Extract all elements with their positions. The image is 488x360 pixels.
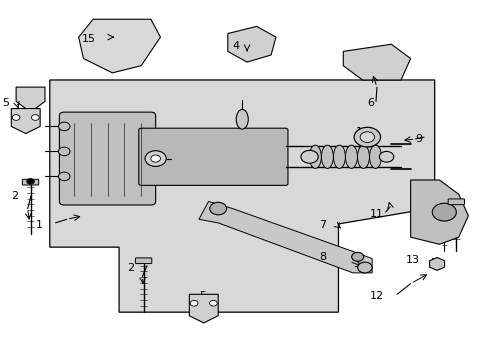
- Polygon shape: [189, 294, 218, 323]
- Text: 8: 8: [319, 252, 326, 262]
- Circle shape: [12, 114, 20, 120]
- Ellipse shape: [357, 145, 369, 168]
- Circle shape: [59, 172, 70, 181]
- Circle shape: [209, 300, 217, 306]
- Text: 11: 11: [369, 209, 384, 219]
- Ellipse shape: [353, 127, 380, 147]
- Circle shape: [300, 150, 318, 163]
- Ellipse shape: [333, 145, 345, 168]
- Text: 15: 15: [81, 34, 95, 44]
- Circle shape: [431, 203, 455, 221]
- Text: 9: 9: [415, 134, 422, 144]
- Circle shape: [59, 122, 70, 131]
- Circle shape: [59, 147, 70, 156]
- Text: 2: 2: [126, 262, 134, 273]
- Polygon shape: [227, 26, 275, 62]
- Polygon shape: [50, 80, 434, 312]
- Circle shape: [31, 114, 39, 120]
- Ellipse shape: [345, 145, 357, 168]
- Text: 5: 5: [2, 98, 9, 108]
- Circle shape: [379, 152, 393, 162]
- Ellipse shape: [236, 109, 248, 129]
- Text: 2: 2: [11, 191, 19, 201]
- FancyBboxPatch shape: [447, 199, 464, 204]
- FancyBboxPatch shape: [139, 128, 287, 185]
- Polygon shape: [16, 87, 45, 109]
- Circle shape: [27, 179, 34, 184]
- Ellipse shape: [359, 132, 374, 143]
- Polygon shape: [199, 202, 371, 273]
- Text: 10: 10: [355, 127, 369, 137]
- Text: 6: 6: [367, 98, 374, 108]
- Polygon shape: [79, 19, 160, 73]
- Polygon shape: [343, 44, 410, 80]
- FancyBboxPatch shape: [22, 179, 39, 185]
- Ellipse shape: [321, 145, 333, 168]
- Text: 1: 1: [36, 220, 42, 230]
- Text: 5: 5: [199, 291, 206, 301]
- Polygon shape: [410, 180, 468, 244]
- FancyBboxPatch shape: [135, 258, 151, 264]
- Circle shape: [357, 262, 371, 273]
- Circle shape: [190, 300, 198, 306]
- Polygon shape: [11, 109, 40, 134]
- Text: 14: 14: [427, 195, 441, 204]
- Ellipse shape: [369, 145, 381, 168]
- Ellipse shape: [309, 145, 321, 168]
- Text: 12: 12: [369, 291, 384, 301]
- Text: 3: 3: [151, 156, 158, 165]
- Ellipse shape: [209, 202, 226, 215]
- Circle shape: [145, 151, 166, 166]
- Circle shape: [150, 155, 160, 162]
- Ellipse shape: [351, 252, 363, 261]
- FancyBboxPatch shape: [60, 112, 155, 205]
- Text: 13: 13: [406, 255, 419, 265]
- Text: 4: 4: [232, 41, 239, 51]
- Text: 7: 7: [319, 220, 326, 230]
